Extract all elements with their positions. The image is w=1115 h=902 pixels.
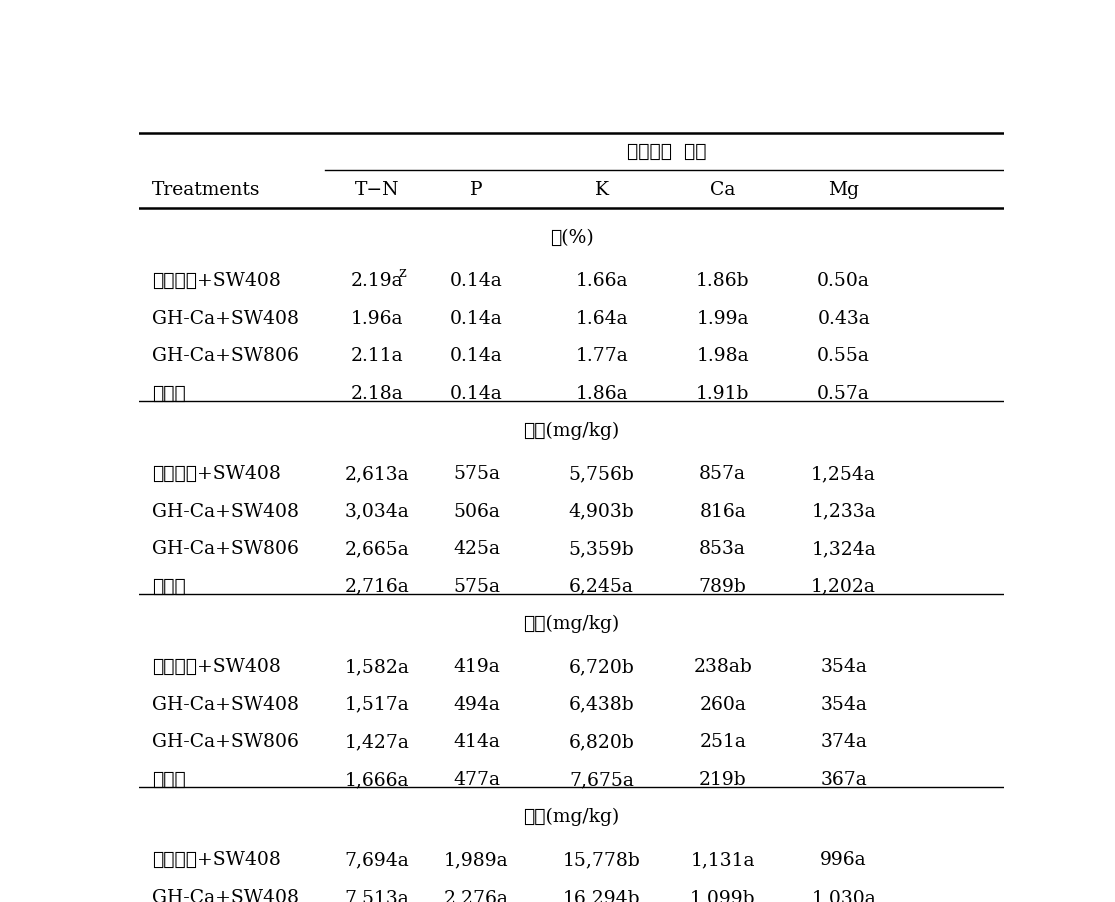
Text: 1.96a: 1.96a xyxy=(351,309,404,327)
Text: 0.14a: 0.14a xyxy=(450,272,503,290)
Text: 816a: 816a xyxy=(699,502,746,520)
Text: GH-Ca+SW408: GH-Ca+SW408 xyxy=(153,309,299,327)
Text: 2.18a: 2.18a xyxy=(350,384,404,402)
Text: 2,665a: 2,665a xyxy=(345,540,409,558)
Text: 1,131a: 1,131a xyxy=(690,851,755,870)
Text: 2,613a: 2,613a xyxy=(345,465,409,483)
Text: 0.50a: 0.50a xyxy=(817,272,870,290)
Text: 엽(%): 엽(%) xyxy=(550,229,593,247)
Text: 238ab: 238ab xyxy=(694,658,753,676)
Text: 506a: 506a xyxy=(453,502,500,520)
Text: 425a: 425a xyxy=(453,540,500,558)
Text: 7,513a: 7,513a xyxy=(345,889,409,902)
Text: 염화칼슘+SW408: 염화칼슘+SW408 xyxy=(153,851,281,870)
Text: 2.11a: 2.11a xyxy=(351,347,404,365)
Text: 1,233a: 1,233a xyxy=(812,502,876,520)
Text: 1,254a: 1,254a xyxy=(812,465,876,483)
Text: 5,756b: 5,756b xyxy=(569,465,634,483)
Text: 과심(mg/kg): 과심(mg/kg) xyxy=(523,808,620,826)
Text: 494a: 494a xyxy=(453,695,500,713)
Text: 6,720b: 6,720b xyxy=(569,658,634,676)
Text: 2,276a: 2,276a xyxy=(444,889,508,902)
Text: 0.14a: 0.14a xyxy=(450,384,503,402)
Text: Ca: Ca xyxy=(710,180,736,198)
Text: 7,694a: 7,694a xyxy=(345,851,409,870)
Text: 4,903b: 4,903b xyxy=(569,502,634,520)
Text: 219b: 219b xyxy=(699,771,747,789)
Text: 857a: 857a xyxy=(699,465,746,483)
Text: GH-Ca+SW806: GH-Ca+SW806 xyxy=(153,540,299,558)
Text: 1,666a: 1,666a xyxy=(345,771,409,789)
Text: Treatments: Treatments xyxy=(153,180,261,198)
Text: 1,517a: 1,517a xyxy=(345,695,409,713)
Text: 354a: 354a xyxy=(821,695,867,713)
Text: 1,427a: 1,427a xyxy=(345,733,409,751)
Text: 염화칼슘+SW408: 염화칼슘+SW408 xyxy=(153,272,281,290)
Text: K: K xyxy=(594,180,609,198)
Text: 575a: 575a xyxy=(453,578,500,596)
Text: 1.86b: 1.86b xyxy=(696,272,749,290)
Text: 477a: 477a xyxy=(453,771,500,789)
Text: 무처리: 무처리 xyxy=(153,578,186,596)
Text: 6,438b: 6,438b xyxy=(569,695,634,713)
Text: 1,099b: 1,099b xyxy=(690,889,756,902)
Text: 0.14a: 0.14a xyxy=(450,309,503,327)
Text: 1,989a: 1,989a xyxy=(444,851,508,870)
Text: 염화칼슘+SW408: 염화칼슘+SW408 xyxy=(153,658,281,676)
Text: 1.86a: 1.86a xyxy=(575,384,628,402)
Text: Mg: Mg xyxy=(828,180,860,198)
Text: T−N: T−N xyxy=(355,180,399,198)
Text: 과육(mg/kg): 과육(mg/kg) xyxy=(523,615,620,633)
Text: 과피(mg/kg): 과피(mg/kg) xyxy=(523,422,620,440)
Text: 1.98a: 1.98a xyxy=(697,347,749,365)
Text: 996a: 996a xyxy=(821,851,867,870)
Text: 853a: 853a xyxy=(699,540,746,558)
Text: 2.19a: 2.19a xyxy=(351,272,404,290)
Text: 1.91b: 1.91b xyxy=(696,384,749,402)
Text: 15,778b: 15,778b xyxy=(563,851,641,870)
Text: 260a: 260a xyxy=(699,695,746,713)
Text: 1.99a: 1.99a xyxy=(697,309,749,327)
Text: P: P xyxy=(471,180,483,198)
Text: 무기성분  농도: 무기성분 농도 xyxy=(627,143,706,161)
Text: 0.57a: 0.57a xyxy=(817,384,870,402)
Text: GH-Ca+SW806: GH-Ca+SW806 xyxy=(153,733,299,751)
Text: 7,675a: 7,675a xyxy=(570,771,634,789)
Text: 1.64a: 1.64a xyxy=(575,309,628,327)
Text: 251a: 251a xyxy=(699,733,746,751)
Text: 367a: 367a xyxy=(821,771,867,789)
Text: GH-Ca+SW806: GH-Ca+SW806 xyxy=(153,347,299,365)
Text: GH-Ca+SW408: GH-Ca+SW408 xyxy=(153,502,299,520)
Text: 6,245a: 6,245a xyxy=(570,578,634,596)
Text: 16,294b: 16,294b xyxy=(563,889,640,902)
Text: 1,324a: 1,324a xyxy=(812,540,876,558)
Text: 염화칼슘+SW408: 염화칼슘+SW408 xyxy=(153,465,281,483)
Text: 789b: 789b xyxy=(699,578,747,596)
Text: 무처리: 무처리 xyxy=(153,384,186,402)
Text: 6,820b: 6,820b xyxy=(569,733,634,751)
Text: 1.77a: 1.77a xyxy=(575,347,628,365)
Text: 0.43a: 0.43a xyxy=(817,309,870,327)
Text: 419a: 419a xyxy=(453,658,500,676)
Text: 354a: 354a xyxy=(821,658,867,676)
Text: 374a: 374a xyxy=(821,733,867,751)
Text: 1,202a: 1,202a xyxy=(812,578,876,596)
Text: 0.14a: 0.14a xyxy=(450,347,503,365)
Text: 1,030a: 1,030a xyxy=(812,889,876,902)
Text: 0.55a: 0.55a xyxy=(817,347,870,365)
Text: 414a: 414a xyxy=(453,733,500,751)
Text: 1,582a: 1,582a xyxy=(345,658,409,676)
Text: 1.66a: 1.66a xyxy=(575,272,628,290)
Text: 3,034a: 3,034a xyxy=(345,502,409,520)
Text: 무처리: 무처리 xyxy=(153,771,186,789)
Text: GH-Ca+SW408: GH-Ca+SW408 xyxy=(153,695,299,713)
Text: 575a: 575a xyxy=(453,465,500,483)
Text: GH-Ca+SW408: GH-Ca+SW408 xyxy=(153,889,299,902)
Text: 5,359b: 5,359b xyxy=(569,540,634,558)
Text: 2,716a: 2,716a xyxy=(345,578,409,596)
Text: z: z xyxy=(399,266,406,280)
